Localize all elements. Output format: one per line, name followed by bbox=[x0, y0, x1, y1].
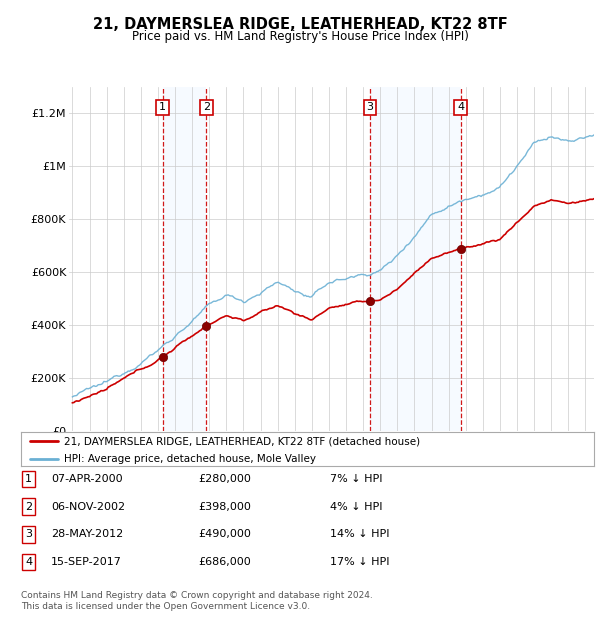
Text: 21, DAYMERSLEA RIDGE, LEATHERHEAD, KT22 8TF (detached house): 21, DAYMERSLEA RIDGE, LEATHERHEAD, KT22 … bbox=[64, 436, 420, 446]
Text: Price paid vs. HM Land Registry's House Price Index (HPI): Price paid vs. HM Land Registry's House … bbox=[131, 30, 469, 43]
Text: Contains HM Land Registry data © Crown copyright and database right 2024.: Contains HM Land Registry data © Crown c… bbox=[21, 591, 373, 600]
Text: 3: 3 bbox=[367, 102, 374, 112]
Text: 4: 4 bbox=[25, 557, 32, 567]
Text: 2: 2 bbox=[25, 502, 32, 512]
Text: 3: 3 bbox=[25, 529, 32, 539]
Text: £686,000: £686,000 bbox=[198, 557, 251, 567]
Bar bbox=[163, 87, 206, 431]
Text: HPI: Average price, detached house, Mole Valley: HPI: Average price, detached house, Mole… bbox=[64, 454, 316, 464]
Text: 15-SEP-2017: 15-SEP-2017 bbox=[51, 557, 122, 567]
Text: 1: 1 bbox=[25, 474, 32, 484]
Text: 4% ↓ HPI: 4% ↓ HPI bbox=[330, 502, 383, 512]
Text: 06-NOV-2002: 06-NOV-2002 bbox=[51, 502, 125, 512]
Text: 17% ↓ HPI: 17% ↓ HPI bbox=[330, 557, 389, 567]
Text: £490,000: £490,000 bbox=[198, 529, 251, 539]
Text: 21, DAYMERSLEA RIDGE, LEATHERHEAD, KT22 8TF: 21, DAYMERSLEA RIDGE, LEATHERHEAD, KT22 … bbox=[92, 17, 508, 32]
Text: 07-APR-2000: 07-APR-2000 bbox=[51, 474, 122, 484]
Text: 7% ↓ HPI: 7% ↓ HPI bbox=[330, 474, 383, 484]
Text: 2: 2 bbox=[203, 102, 210, 112]
Text: £280,000: £280,000 bbox=[198, 474, 251, 484]
Text: £398,000: £398,000 bbox=[198, 502, 251, 512]
Text: 28-MAY-2012: 28-MAY-2012 bbox=[51, 529, 123, 539]
Text: 1: 1 bbox=[159, 102, 166, 112]
Text: 14% ↓ HPI: 14% ↓ HPI bbox=[330, 529, 389, 539]
Text: 4: 4 bbox=[457, 102, 464, 112]
Bar bbox=[370, 87, 461, 431]
Text: This data is licensed under the Open Government Licence v3.0.: This data is licensed under the Open Gov… bbox=[21, 602, 310, 611]
